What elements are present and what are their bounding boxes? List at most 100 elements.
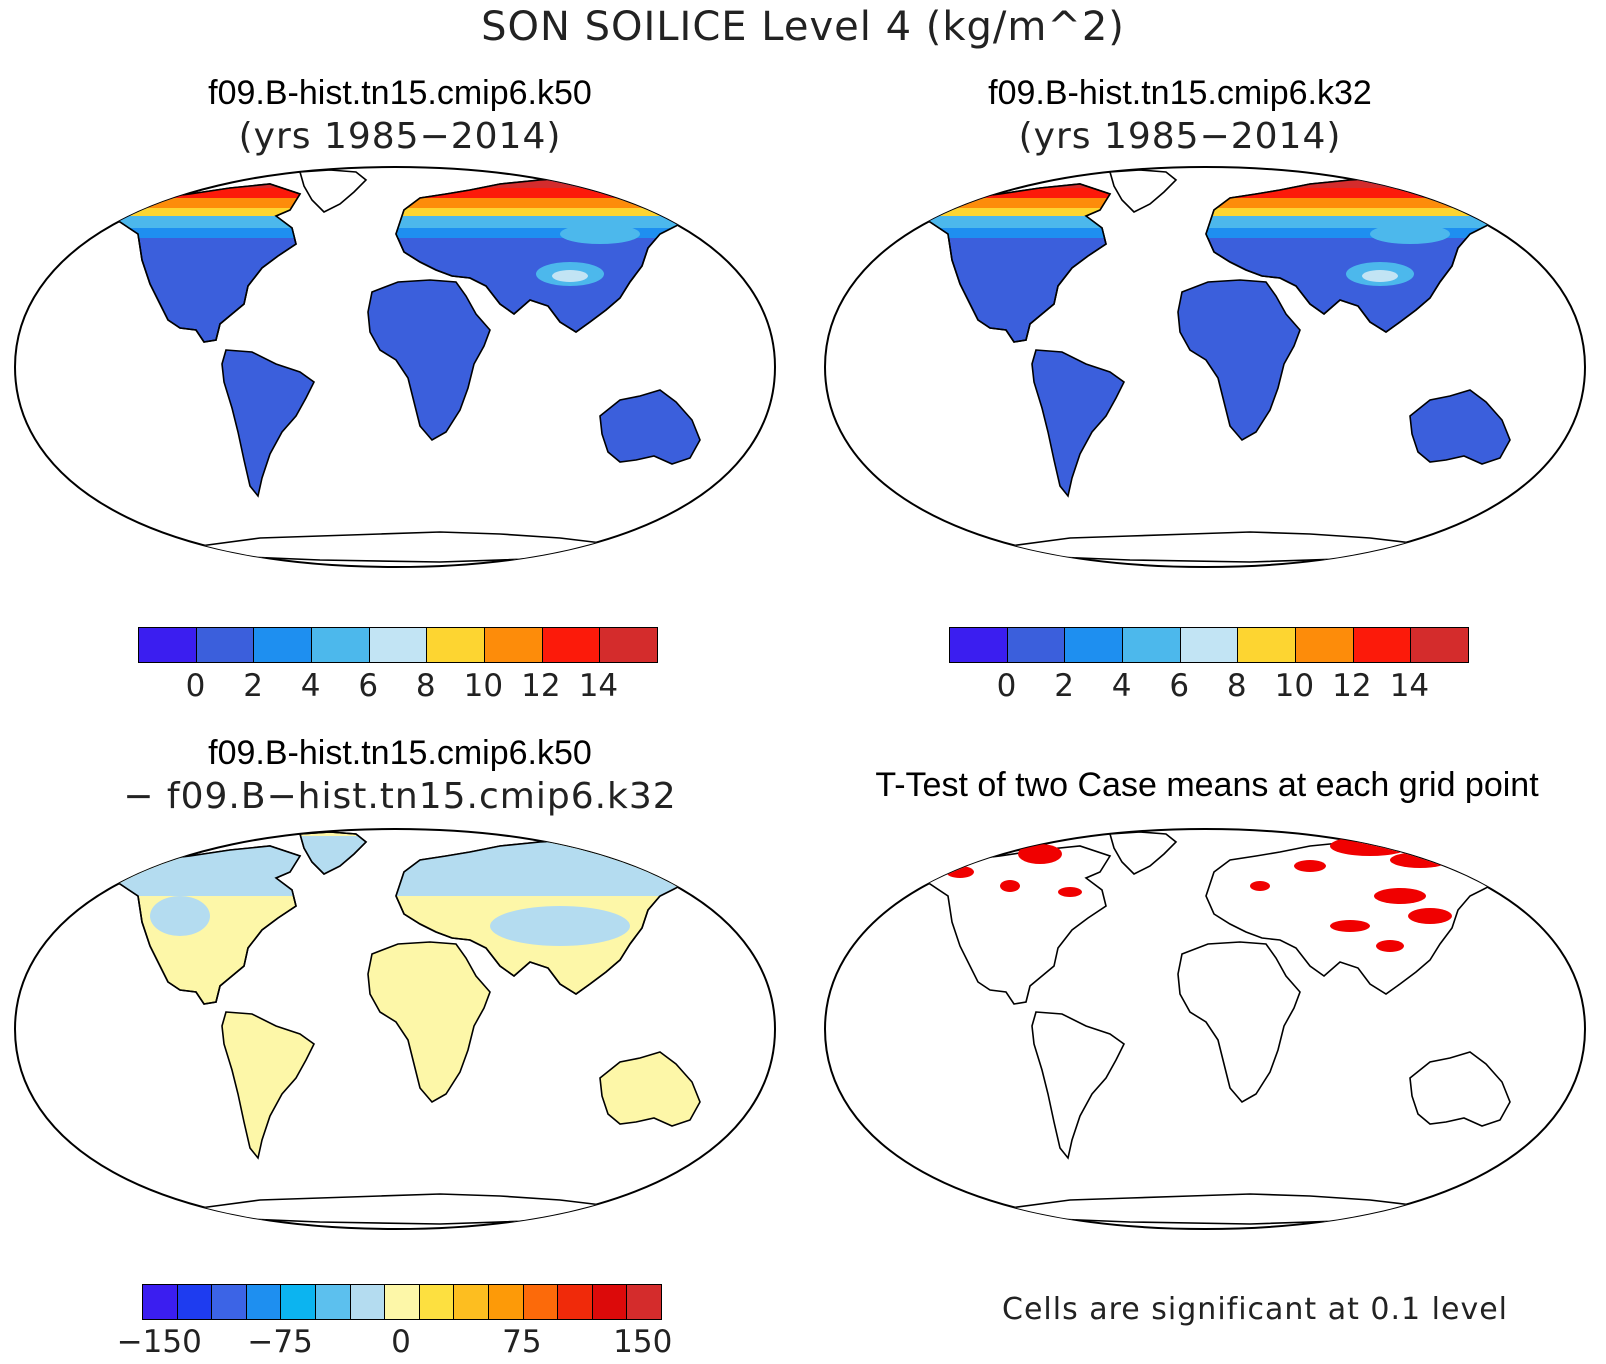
continent-greenland xyxy=(1108,831,1178,875)
colorbar-diff-ticks: −150 −75 0 75 150 xyxy=(117,1324,673,1364)
significance-note: Cells are significant at 0.1 level xyxy=(1002,1292,1509,1327)
ice-patch-asia xyxy=(560,224,640,244)
continent-africa xyxy=(1177,279,1301,442)
colorbar-swatch xyxy=(542,628,601,662)
colorbar-tick-label: 12 xyxy=(521,668,561,704)
coastline-northAmerica xyxy=(99,845,302,1005)
colorbar-swatch xyxy=(350,1285,386,1319)
ice-patch-tibet-core xyxy=(552,270,588,282)
colorbar-swatch xyxy=(950,628,1008,662)
colorbar-swatch xyxy=(1123,628,1181,662)
panel-4-title: T-Test of two Case means at each grid po… xyxy=(875,766,1539,804)
continent-antarctica xyxy=(197,531,641,563)
significant-cell-cluster xyxy=(1250,881,1270,891)
continent-australia xyxy=(1409,389,1511,465)
colorbar-swatch xyxy=(1065,628,1124,662)
continent-southAmerica xyxy=(1031,1011,1126,1160)
colorbar-swatch xyxy=(177,1285,213,1319)
colorbar-tick-label: 8 xyxy=(1226,668,1247,704)
colorbar-tick-label: 4 xyxy=(1111,668,1132,704)
colorbar-tick-label: 6 xyxy=(358,668,379,704)
panel-3-title: f09.B-hist.tn15.cmip6.k50 xyxy=(208,734,592,772)
continent-africa xyxy=(367,941,491,1104)
colorbar-swatch xyxy=(312,628,370,662)
ice-band xyxy=(100,198,690,208)
significant-cell-cluster xyxy=(946,866,974,878)
colorbar-2 xyxy=(949,627,1469,663)
coastline-northAmerica xyxy=(99,183,302,343)
colorbar-tick-label: 2 xyxy=(1054,668,1074,704)
colorbar-swatch xyxy=(254,628,313,662)
colorbar-swatch xyxy=(488,1285,524,1319)
colorbar-tick-label: 2 xyxy=(243,668,263,704)
colorbar-tick-label: 8 xyxy=(415,668,436,704)
colorbar-swatch xyxy=(592,1285,628,1319)
colorbar-1-ticks: 0 2 4 6 8 10 12 14 xyxy=(138,668,656,708)
coastline-europeAsia xyxy=(395,839,691,995)
continent-southAmerica xyxy=(1031,349,1126,498)
colorbar-swatch xyxy=(1296,628,1354,662)
continent-antarctica xyxy=(1007,1193,1451,1225)
ice-patch-asia xyxy=(1370,224,1450,244)
ice-patch-tibet-core xyxy=(1362,270,1398,282)
panel-3-subtitle: − f09.B−hist.tn15.cmip6.k32 xyxy=(123,776,677,817)
colorbar-tick-label: 4 xyxy=(300,668,321,704)
colorbar-swatch xyxy=(523,1285,559,1319)
colorbar-swatch xyxy=(143,1285,178,1319)
continent-antarctica xyxy=(1007,531,1451,563)
colorbar-swatch xyxy=(1180,628,1239,662)
colorbar-swatch xyxy=(1007,628,1066,662)
significant-cell-cluster xyxy=(1390,852,1450,868)
colorbar-swatch xyxy=(246,1285,282,1319)
diff-patch-na xyxy=(150,896,210,936)
continent-australia xyxy=(599,389,701,465)
panel-1-map xyxy=(13,165,777,569)
colorbar-swatch xyxy=(1353,628,1412,662)
colorbar-swatch xyxy=(485,628,543,662)
colorbar-tick-label: 0 xyxy=(996,668,1017,704)
colorbar-1 xyxy=(138,627,658,663)
colorbar-tick-label: 10 xyxy=(1274,668,1315,704)
colorbar-swatch xyxy=(196,628,255,662)
colorbar-swatch xyxy=(1411,628,1469,662)
colorbar-tick-label: 12 xyxy=(1332,668,1372,704)
colorbar-swatch xyxy=(212,1285,247,1319)
significant-cell-cluster xyxy=(1018,844,1062,864)
colorbar-swatch xyxy=(281,1285,316,1319)
colorbar-swatch xyxy=(558,1285,593,1319)
colorbar-tick-label: 10 xyxy=(463,668,504,704)
panel-2-map xyxy=(823,165,1587,569)
colorbar-swatch xyxy=(139,628,197,662)
continent-australia xyxy=(599,1051,701,1127)
colorbar-swatch xyxy=(385,1285,420,1319)
colorbar-tick-label: 0 xyxy=(185,668,206,704)
colorbar-tick-label: 6 xyxy=(1169,668,1190,704)
panel-1-title: f09.B-hist.tn15.cmip6.k50 xyxy=(208,74,592,112)
continent-greenland xyxy=(1108,169,1178,213)
colorbar-2-ticks: 0 2 4 6 8 10 12 14 xyxy=(949,668,1467,708)
coastline-greenland xyxy=(298,831,368,875)
ice-band xyxy=(910,216,1500,228)
colorbar-tick-label: 0 xyxy=(391,1324,411,1360)
colorbar-swatch xyxy=(369,628,428,662)
significant-cell-cluster xyxy=(1058,887,1082,897)
continent-northAmerica xyxy=(909,845,1112,1005)
significant-cell-cluster xyxy=(1408,908,1452,924)
colorbar-tick-label: 75 xyxy=(502,1324,542,1360)
continent-antarctica xyxy=(197,1193,641,1225)
colorbar-tick-label: 14 xyxy=(578,668,619,704)
panel-4-map xyxy=(823,827,1587,1231)
colorbar-swatch xyxy=(600,628,658,662)
coastline-northAmerica xyxy=(909,183,1112,343)
ice-band xyxy=(100,216,690,228)
panel-1-subtitle: (yrs 1985−2014) xyxy=(238,116,562,157)
colorbar-swatch xyxy=(454,1285,489,1319)
panel-2-title: f09.B-hist.tn15.cmip6.k32 xyxy=(988,74,1372,112)
coastline-europeAsia xyxy=(395,177,691,333)
significant-cell-cluster xyxy=(1376,940,1404,952)
continent-southAmerica xyxy=(221,349,316,498)
significant-cell-cluster xyxy=(1330,920,1370,932)
colorbar-tick-label: −75 xyxy=(247,1324,313,1360)
ice-band xyxy=(100,208,690,216)
significant-cell-cluster xyxy=(1294,860,1326,872)
